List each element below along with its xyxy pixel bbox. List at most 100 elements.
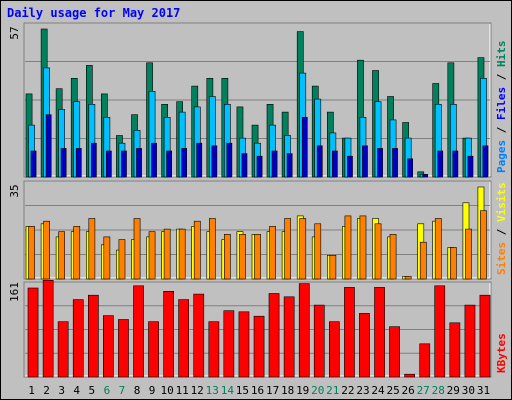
bar-kbytes [313, 304, 325, 378]
x-tick-label: 16 [251, 384, 264, 397]
bar-sites [178, 228, 186, 280]
x-tick-label: 21 [326, 384, 339, 397]
bar-pages [151, 142, 157, 178]
bar-pages [181, 148, 188, 178]
bar-sites [480, 210, 487, 280]
panel-sites-visits: 35 Sites / Visits [8, 180, 508, 280]
bar-sites [465, 228, 472, 280]
x-tick-label: 27 [417, 384, 430, 397]
bar-pages [136, 148, 142, 178]
bar-pages [256, 155, 263, 178]
bar-sites [314, 223, 322, 280]
bar-pages [467, 155, 474, 178]
x-tick-label: 11 [176, 384, 189, 397]
bar-sites [404, 276, 412, 280]
bar-pages [392, 148, 398, 178]
bar-kbytes [238, 311, 250, 378]
x-tick-label: 26 [401, 384, 414, 397]
bar-kbytes [178, 299, 190, 378]
bar-sites [193, 220, 201, 280]
bar-kbytes [328, 321, 340, 378]
side-label-part: Pages [495, 140, 508, 173]
panel-kbytes: 161 KBytes [8, 279, 508, 378]
bar-kbytes [434, 285, 446, 378]
bar-sites [254, 234, 261, 280]
bar-pages [301, 117, 308, 178]
x-tick-label: 24 [371, 384, 385, 397]
x-tick-label: 19 [296, 384, 309, 397]
bar-kbytes [88, 294, 99, 378]
bar-kbytes [133, 285, 144, 378]
bar-pages [75, 148, 82, 178]
bar-sites [58, 231, 65, 280]
bar-kbytes [72, 299, 84, 378]
bar-kbytes [118, 319, 129, 378]
bar-kbytes [344, 287, 355, 378]
bar-sites [449, 247, 457, 280]
x-tick-label: 29 [447, 384, 460, 397]
bar-kbytes [223, 310, 235, 378]
x-tick-label: 25 [386, 384, 399, 397]
bar-pages [316, 145, 323, 178]
x-tick-label: 8 [134, 384, 141, 397]
side-label-part: Sites [495, 242, 508, 275]
x-tick-label: 12 [191, 384, 204, 397]
bar-pages [422, 174, 429, 178]
bar-pages [121, 150, 127, 178]
bar-kbytes [374, 287, 385, 378]
x-tick-label: 30 [462, 384, 475, 397]
bar-sites [374, 223, 382, 280]
bar-pages [241, 153, 248, 178]
bar-pages [45, 114, 52, 178]
bar-kbytes [193, 293, 205, 378]
bar-kbytes [419, 343, 431, 378]
x-tick-label: 6 [104, 384, 111, 397]
bar-pages [60, 148, 67, 178]
bar-kbytes [359, 313, 370, 378]
bar-sites [73, 226, 81, 280]
bar-kbytes [404, 373, 416, 378]
bar-kbytes [389, 326, 400, 378]
x-tick-label: 15 [236, 384, 249, 397]
bar-pages [452, 150, 459, 178]
bar-kbytes [103, 315, 114, 378]
bar-pages [331, 150, 338, 178]
bar-sites [329, 255, 337, 280]
bar-kbytes [148, 321, 159, 378]
x-tick-label: 14 [221, 384, 235, 397]
side-label-part: / [495, 120, 508, 140]
x-tick-label: 17 [266, 384, 279, 397]
x-tick-label: 31 [477, 384, 490, 397]
side-label-part: Visits [495, 182, 508, 222]
x-tick-label: 22 [341, 384, 354, 397]
x-tick-label: 20 [311, 384, 324, 397]
side-label-part: KBytes [495, 333, 508, 373]
x-tick-label: 10 [160, 384, 173, 397]
bar-pages [226, 142, 233, 178]
bar-sites [103, 236, 111, 280]
bar-kbytes [479, 294, 491, 378]
bar-pages [362, 145, 368, 178]
side-label-part: Files [495, 87, 508, 120]
bar-kbytes [283, 296, 295, 378]
bar-sites [224, 234, 231, 280]
bar-kbytes [298, 283, 310, 378]
bar-pages [437, 150, 444, 178]
side-label: Pages / Files / Hits [495, 41, 508, 174]
bar-sites [133, 218, 141, 280]
bar-pages [30, 150, 37, 178]
x-tick-label: 28 [432, 384, 445, 397]
panel-pages-files-hits: 57 Pages / Files / Hits [8, 22, 508, 178]
series-kbytes [27, 279, 491, 378]
bar-pages [286, 153, 293, 178]
bar-kbytes [42, 279, 54, 378]
bar-sites [284, 218, 292, 280]
side-label-part: / [495, 67, 508, 87]
x-tick-label: 13 [206, 384, 219, 397]
bar-sites [209, 218, 216, 280]
side-label: KBytes [495, 333, 508, 373]
bar-sites [299, 218, 307, 280]
bar-pages [271, 150, 278, 178]
series-pages [30, 114, 489, 178]
